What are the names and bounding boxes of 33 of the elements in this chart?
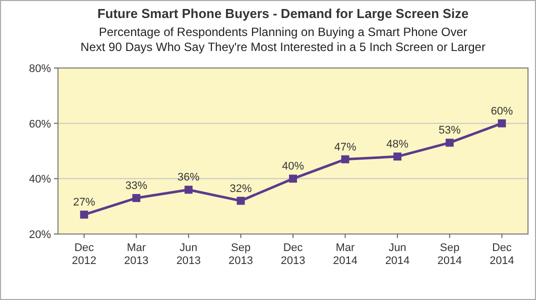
point [132, 194, 140, 202]
data-label: 40% [282, 160, 304, 173]
y-tick-label: 40% [28, 174, 52, 186]
chart-subtitle: Percentage of Respondents Planning on Buying a Smart Phone Over Next 90 Days Who Say They're Most Interested in a 5 Inch Screen or Larger [80, 25, 486, 54]
x-tick-label: Dec 2012 [72, 242, 96, 267]
x-tick-label: Sep 2014 [437, 242, 462, 267]
data-label: 47% [334, 141, 356, 154]
point [341, 155, 350, 164]
y-tick-label: 60% [28, 118, 52, 130]
chart-title: Future Smart Phone Buyers - Demand for Large Screen Size [97, 6, 469, 21]
x-tick-label: Jun 2013 [176, 242, 201, 267]
data-label: 33% [125, 180, 148, 192]
point [498, 119, 506, 128]
x-tick-label: Sep 2013 [228, 242, 254, 267]
data-label: 53% [438, 124, 461, 137]
data-label: 27% [73, 196, 96, 209]
x-tick-label: Jun 2014 [385, 242, 410, 267]
x-tick-label: Dec 2013 [280, 242, 306, 267]
data-label: 36% [178, 172, 200, 184]
data-label: 60% [490, 105, 514, 118]
data-label: 32% [230, 182, 252, 195]
point [393, 152, 402, 161]
point [289, 174, 297, 183]
point [80, 210, 88, 219]
point [184, 186, 193, 194]
point [236, 196, 245, 205]
x-tick-label: Dec 2014 [490, 242, 514, 267]
data-label: 48% [386, 138, 409, 151]
point [446, 138, 454, 147]
y-tick-label: 20% [28, 229, 52, 241]
x-tick-label: Mar 2013 [124, 242, 149, 267]
y-tick-label: 80% [28, 63, 52, 75]
x-tick-label: Mar 2014 [332, 242, 358, 267]
